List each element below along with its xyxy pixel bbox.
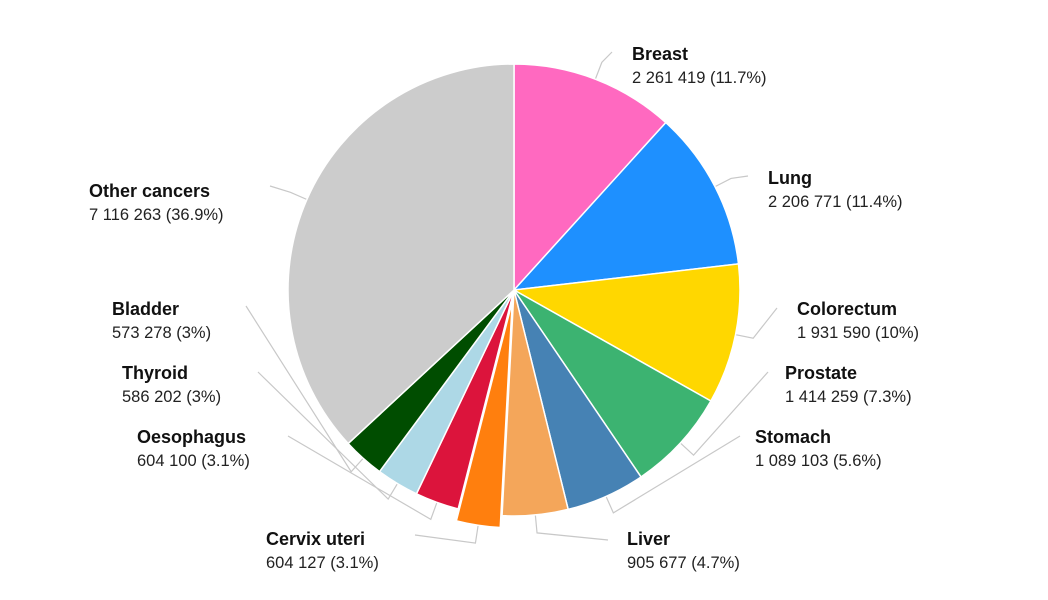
slice-label-value: 905 677 (4.7%) [627,554,740,572]
slice-label-name: Oesophagus [137,427,246,447]
slice-label-name: Breast [632,44,688,64]
pie-slice-liver [501,289,570,517]
slice-label-name: Thyroid [122,363,188,383]
slice-label-name: Cervix uteri [266,529,365,549]
slice-label-name: Liver [627,529,670,549]
pie-slice-colorectum [511,263,741,403]
slice-label-value: 604 100 (3.1%) [137,452,250,470]
slice-label-value: 604 127 (3.1%) [266,554,379,572]
slice-label-name: Prostate [785,363,857,383]
slice-label-value: 1 931 590 (10%) [797,324,919,342]
slice-label-value: 2 261 419 (11.7%) [632,69,767,87]
slice-label-value: 2 206 771 (11.4%) [768,193,903,211]
pie-slice-prostate [513,289,712,478]
pie-slice-breast [513,63,667,292]
slice-label-name: Stomach [755,427,831,447]
pie-slice-other-cancers [287,63,515,445]
slice-label-name: Bladder [112,299,179,319]
pie-slice-lung [512,121,740,291]
slice-label-value: 586 202 (3%) [122,388,221,406]
pie-slice-cervix-uteri [455,301,513,529]
slice-label-name: Other cancers [89,181,210,201]
slice-label-value: 573 278 (3%) [112,324,211,342]
slice-label-value: 1 414 259 (7.3%) [785,388,912,406]
slice-label-value: 7 116 263 (36.9%) [89,206,224,224]
slice-label-name: Colorectum [797,299,897,319]
slice-label-value: 1 089 103 (5.6%) [755,452,882,470]
slice-label-name: Lung [768,168,812,188]
